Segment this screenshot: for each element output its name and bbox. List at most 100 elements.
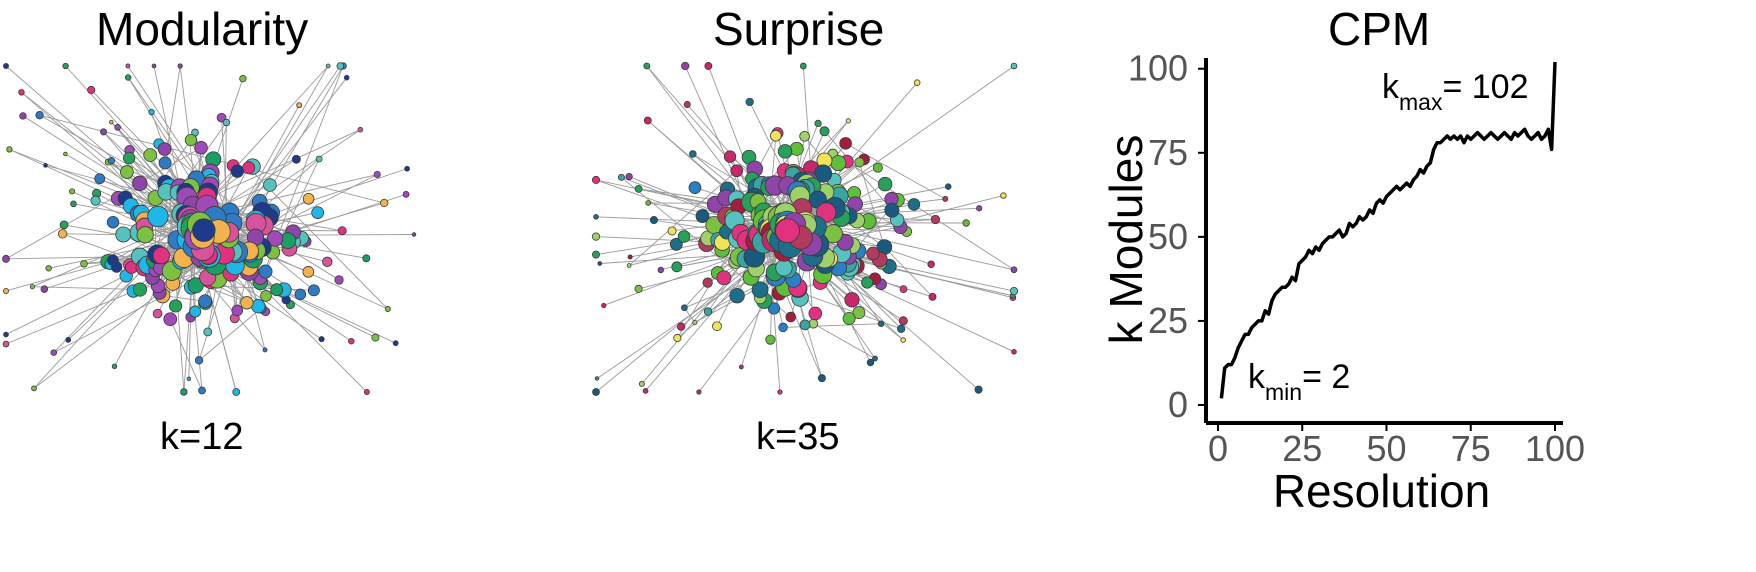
network-node [634, 184, 643, 193]
network-node [239, 75, 247, 83]
network-edge [103, 131, 167, 193]
network-node [45, 265, 52, 272]
network-node [785, 311, 797, 323]
x-tick-label: 25 [1282, 428, 1322, 469]
network-node [2, 254, 10, 263]
network-node [411, 232, 417, 237]
network-node [189, 305, 202, 318]
y-tick-label: 100 [1128, 48, 1188, 89]
network-node [132, 282, 148, 297]
network-node [107, 156, 116, 165]
network-node [69, 188, 76, 195]
network-node [59, 220, 69, 230]
network-node [854, 157, 865, 168]
network-node [592, 250, 600, 259]
network-edge [32, 218, 191, 288]
network-node [194, 356, 204, 365]
network-node [180, 388, 188, 396]
network-node [270, 283, 284, 297]
network-node [240, 296, 254, 310]
network-node [770, 129, 782, 142]
modularity-panel: Modularity k=12 [0, 0, 420, 572]
network-node [913, 79, 921, 86]
network-node [3, 287, 9, 294]
surprise-k-label: k=35 [756, 416, 840, 458]
network-node [974, 385, 983, 394]
annotation-max: kmax= 102 [1382, 68, 1528, 115]
network-node [163, 312, 178, 327]
network-node [643, 62, 651, 70]
network-edge [33, 255, 210, 389]
network-node [597, 261, 603, 266]
network-node [57, 229, 68, 239]
network-node [373, 171, 381, 179]
network-node [294, 288, 307, 301]
network-node [627, 254, 633, 260]
network-node [745, 97, 754, 107]
network-node [143, 148, 158, 162]
network-node [884, 202, 900, 218]
network-node [169, 299, 183, 313]
network-node [645, 200, 652, 206]
network-node [976, 205, 983, 212]
network-node [789, 141, 804, 156]
network-node [696, 389, 702, 395]
network-node [31, 385, 37, 392]
network-node [90, 195, 101, 206]
network-node [343, 74, 350, 81]
y-tick-label: 0 [1168, 384, 1188, 425]
network-node [729, 287, 745, 304]
network-node [230, 164, 244, 178]
y-axis-label: k Modules [1100, 135, 1152, 345]
network-node [302, 192, 315, 205]
network-node [1010, 62, 1018, 70]
network-node [404, 165, 410, 172]
network-node [877, 320, 885, 327]
network-edge [192, 129, 361, 206]
modularity-k-label: k=12 [160, 416, 244, 458]
network-node [148, 108, 155, 116]
network-node [232, 388, 241, 396]
surprise-title: Surprise [713, 3, 885, 55]
network-node [192, 218, 216, 242]
cpm-title: CPM [1328, 3, 1431, 55]
network-edge [22, 115, 193, 225]
network-edge [231, 65, 341, 224]
network-node [307, 284, 320, 297]
network-node [110, 261, 123, 273]
network-node [767, 302, 781, 315]
network-edge [259, 158, 320, 283]
network-node [716, 270, 732, 286]
annotation-min: kmin= 2 [1248, 358, 1350, 405]
network-node [817, 374, 826, 383]
network-node [334, 275, 344, 285]
network-node [738, 364, 744, 370]
network-node [177, 63, 183, 69]
network-node [844, 292, 860, 308]
network-node [777, 144, 793, 159]
network-node [94, 173, 106, 185]
network-node [765, 334, 776, 345]
network-node [348, 337, 355, 345]
network-node [124, 74, 132, 81]
network-node [262, 347, 268, 353]
network-node [3, 63, 9, 69]
network-node [799, 130, 810, 142]
network-node [184, 133, 198, 147]
network-edge [628, 170, 738, 266]
network-node [775, 259, 793, 277]
network-node [43, 163, 48, 168]
network-node [669, 237, 683, 251]
network-edge [32, 286, 140, 290]
network-node [266, 230, 284, 247]
cpm-panel: CPM 0 25 50 75 100 0 25 50 75 100 Resolution k Modu… [1090, 0, 1750, 572]
network-node [872, 355, 878, 362]
network-node [322, 256, 333, 267]
network-edge [5, 65, 203, 237]
cpm-line-chart: 0 25 50 75 100 0 25 50 75 100 Resolution k Modules k… [1100, 48, 1585, 517]
network-node [594, 376, 600, 381]
network-node [900, 337, 906, 343]
network-node [861, 276, 874, 289]
network-node [638, 380, 645, 387]
network-node [814, 119, 822, 128]
